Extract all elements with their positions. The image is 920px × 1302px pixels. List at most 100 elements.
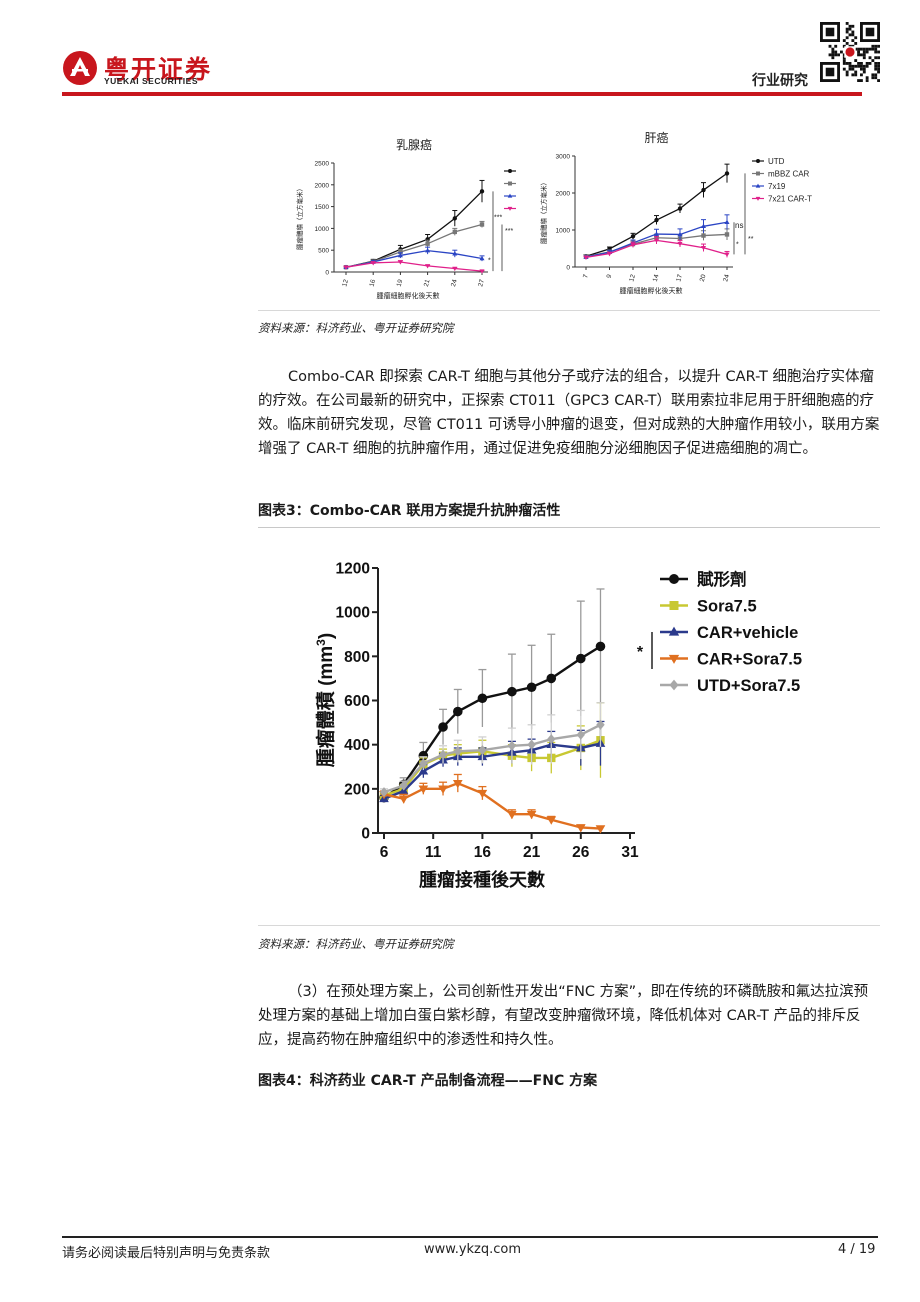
qr-module bbox=[851, 33, 855, 37]
qr-module bbox=[865, 64, 869, 68]
series-line bbox=[383, 645, 602, 799]
qr-module bbox=[874, 67, 878, 71]
legend-label: 賦形劑 bbox=[697, 569, 747, 589]
data-point bbox=[654, 217, 659, 223]
y-axis-label-main: 腫瘤體積 (mm bbox=[314, 646, 337, 767]
y-axis-label-close: ) bbox=[316, 633, 337, 639]
qr-module bbox=[874, 44, 878, 48]
qr-module bbox=[831, 50, 835, 54]
qr-module bbox=[868, 47, 872, 51]
data-point bbox=[453, 706, 463, 717]
footer-rule bbox=[62, 1236, 878, 1238]
qr-finder-core bbox=[825, 67, 835, 77]
qr-module bbox=[857, 50, 860, 54]
data-point bbox=[397, 252, 403, 258]
figure3-chart: 0 200 400 600 800 1000 1200 6 11 16 21 26 31 腫瘤體積 (mm… bbox=[314, 561, 802, 891]
data-point bbox=[379, 787, 389, 798]
figure4-title: 图表4：科济药业 CAR-T 产品制备流程——FNC 方案 bbox=[258, 1073, 598, 1089]
qr-module bbox=[874, 73, 878, 77]
qr-module bbox=[860, 79, 863, 82]
qr-module bbox=[871, 59, 875, 62]
data-point bbox=[452, 216, 457, 221]
chart-breast-cancer: 乳腺癌 0 500 1000 1500 2000 2500 12 16 19 21 24 27 腫瘤體積（… bbox=[295, 137, 516, 300]
qr-module bbox=[871, 47, 875, 51]
body-paragraph-2: （3）在预处理方案上，公司创新性开发出“FNC 方案”，即在传统的环磷酰胺和氟达… bbox=[258, 984, 869, 1048]
legend-label: mBBZ CAR bbox=[768, 170, 810, 179]
series-utd-sora7-5 bbox=[379, 702, 605, 798]
qr-module bbox=[857, 53, 860, 57]
qr-module bbox=[842, 53, 846, 57]
x-tick-label: 7 bbox=[582, 273, 590, 279]
data-point bbox=[527, 739, 536, 750]
data-point bbox=[546, 816, 557, 825]
y-tick-label: 2000 bbox=[315, 182, 330, 189]
data-point bbox=[653, 231, 660, 236]
qr-module bbox=[860, 64, 863, 68]
data-point bbox=[701, 233, 706, 238]
qr-module bbox=[828, 53, 832, 57]
qr-module bbox=[854, 47, 858, 51]
qr-module bbox=[862, 50, 866, 54]
brand-name-en: YUEKAI SECURITIES bbox=[104, 76, 198, 86]
qr-module bbox=[862, 47, 866, 51]
data-point bbox=[477, 693, 488, 704]
qr-module bbox=[834, 50, 838, 54]
qr-module bbox=[857, 79, 860, 82]
x-tick-label: 12 bbox=[341, 278, 350, 287]
data-point bbox=[526, 810, 537, 820]
y-axis-label: 腫瘤體積（立方毫米） bbox=[295, 185, 304, 250]
data-point bbox=[630, 243, 636, 248]
series-line bbox=[383, 782, 601, 830]
data-point bbox=[596, 719, 605, 730]
y-tick-label: 2000 bbox=[556, 191, 571, 198]
x-axis-label: 腫瘤接種後天數 bbox=[419, 869, 545, 890]
qr-module bbox=[854, 70, 858, 74]
qr-module bbox=[862, 70, 866, 74]
data-point bbox=[438, 722, 448, 732]
series-car-sora7-5 bbox=[379, 773, 606, 834]
data-point bbox=[343, 265, 349, 270]
data-point bbox=[452, 229, 457, 235]
company-logo bbox=[63, 51, 97, 85]
x-tick-label: 17 bbox=[675, 273, 684, 282]
qr-module bbox=[877, 62, 880, 65]
qr-module bbox=[874, 64, 878, 68]
qr-module bbox=[862, 67, 866, 71]
sig-label: * bbox=[488, 257, 491, 264]
figure3-title: 图表3：Combo-CAR 联用方案提升抗肿瘤活性 bbox=[258, 503, 561, 519]
qr-module bbox=[848, 67, 852, 71]
qr-module bbox=[868, 62, 872, 65]
qr-module bbox=[848, 33, 852, 37]
series-line bbox=[345, 190, 483, 268]
y-tick-label: 3000 bbox=[556, 154, 571, 161]
qr-module bbox=[877, 44, 880, 48]
data-point bbox=[425, 247, 431, 253]
legend-marker bbox=[755, 196, 761, 201]
qr-finder-core bbox=[865, 27, 875, 37]
qr-module bbox=[851, 39, 855, 42]
legend-marker bbox=[508, 169, 512, 173]
qr-module bbox=[865, 76, 869, 80]
qr-module bbox=[842, 67, 846, 71]
legend-marker bbox=[507, 206, 513, 211]
footer-website[interactable]: www.ykzq.com bbox=[424, 1242, 522, 1257]
series-7x19 bbox=[343, 246, 485, 269]
sig-label: ** bbox=[748, 236, 754, 243]
qr-module bbox=[842, 44, 846, 48]
legend-label: UTD+Sora7.5 bbox=[697, 677, 800, 695]
x-tick-label: 31 bbox=[621, 844, 639, 861]
data-point bbox=[595, 825, 606, 834]
data-point bbox=[595, 641, 606, 652]
series-line bbox=[345, 261, 483, 272]
qr-module bbox=[851, 30, 855, 34]
data-point bbox=[576, 729, 585, 740]
legend-label: 7x19 bbox=[768, 182, 786, 191]
data-point bbox=[398, 795, 409, 804]
data-point bbox=[452, 266, 458, 272]
legend-marker bbox=[669, 679, 679, 691]
qr-module bbox=[845, 70, 849, 74]
data-point bbox=[526, 682, 537, 693]
x-tick-label: 24 bbox=[722, 273, 731, 282]
data-point bbox=[724, 252, 730, 258]
qr-module bbox=[862, 64, 866, 68]
